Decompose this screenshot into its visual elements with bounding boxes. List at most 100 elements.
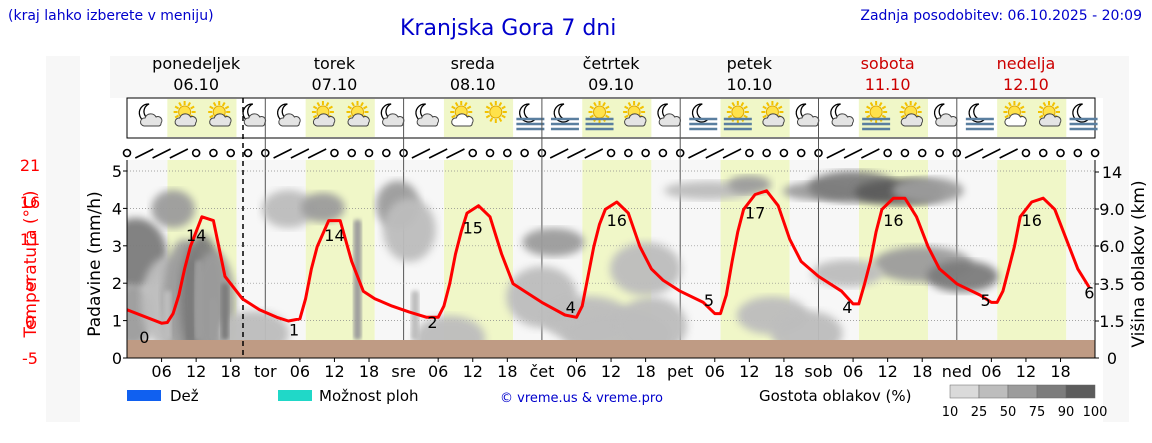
precip-tick-label: 4 <box>112 199 122 218</box>
wind-barb-icon <box>549 148 569 159</box>
x-hour-label: 18 <box>774 362 794 381</box>
location-hint: (kraj lahko izberete v meniju) <box>8 8 214 24</box>
sun-ray <box>731 101 736 107</box>
sun-ray <box>913 101 918 107</box>
density-tick-label: 25 <box>971 405 988 420</box>
x-day-label: tor <box>254 362 277 381</box>
wind-calm-icon <box>122 148 132 158</box>
moon-cloud-icon <box>795 103 820 127</box>
temperature-label: 14 <box>186 226 206 245</box>
wind-calm-icon <box>1073 148 1083 158</box>
precip-tick-label: 1 <box>112 312 122 331</box>
rain-legend-swatch <box>127 390 161 401</box>
wind-calm-icon <box>779 148 789 158</box>
cloud-shape <box>347 113 370 127</box>
sun-ray <box>1008 101 1012 107</box>
sun-ray <box>1042 101 1047 107</box>
temperature-label: 2 <box>427 313 437 332</box>
wind-calm-icon <box>796 148 806 158</box>
precip-axis-label: Padavine (mm/h) <box>85 191 105 336</box>
sun-cloud-icon <box>208 101 232 127</box>
density-legend: 10 25 50 75 90 100 <box>942 384 1108 420</box>
cloud-blob <box>892 177 964 204</box>
sun-ray <box>727 114 733 119</box>
cloud-blob <box>926 260 999 293</box>
cloud-shape <box>278 113 301 127</box>
sun-ray <box>743 114 748 119</box>
wind-calm-icon <box>243 148 253 158</box>
sun-ray <box>363 105 368 110</box>
wind-calm-icon <box>658 148 668 158</box>
x-hour-label: 18 <box>1050 362 1070 381</box>
sun-ray <box>624 114 629 119</box>
x-hour-label: 06 <box>843 362 863 381</box>
x-hour-label: 12 <box>324 362 344 381</box>
wind-calm-icon <box>641 148 650 158</box>
sun-ray <box>605 105 610 110</box>
temperature-label: 4 <box>842 298 852 317</box>
sun-ray <box>762 114 767 119</box>
density-swatch <box>1036 384 1067 399</box>
wind-calm-icon <box>900 148 910 158</box>
precip-tick-label: 2 <box>112 274 122 293</box>
wind-calm-icon <box>935 148 944 158</box>
density-legend-title: Gostota oblakov (%) <box>759 387 912 405</box>
sun-ray <box>360 101 364 107</box>
sun-small-cloud-icon <box>1003 101 1027 127</box>
sun-ray <box>174 105 180 110</box>
temperature-labels: 0 14 1 14 2 15 4 16 5 17 4 16 5 16 6 <box>139 204 1094 347</box>
storm-legend-label: Možnost ploh <box>319 387 419 405</box>
cloud-shape <box>416 113 439 127</box>
day-date: 06.10 <box>173 75 219 94</box>
cloud-height-tick-label: 3.5 <box>1099 275 1124 294</box>
sun-ray <box>881 114 887 119</box>
wind-calm-icon <box>503 148 512 158</box>
x-hour-label: 18 <box>221 362 241 381</box>
temperature-label: 16 <box>883 211 903 230</box>
sun-ray <box>589 114 594 119</box>
cloud-height-tick-label: 14 <box>1102 163 1122 182</box>
sun-ray <box>463 101 468 107</box>
x-day-label: čet <box>529 362 554 381</box>
precip-column <box>163 290 172 340</box>
wind-barb-icon <box>584 148 604 159</box>
wind-calm-icon <box>917 148 927 158</box>
sun-ray <box>489 101 494 107</box>
wind-calm-icon <box>191 148 201 158</box>
daylight-band <box>997 160 1067 358</box>
sun-ray <box>328 105 333 110</box>
sun-ray <box>866 114 871 119</box>
temperature-tick-label: 0 <box>25 312 35 331</box>
sun-ray <box>501 105 506 110</box>
sun-ray <box>451 114 456 119</box>
cloud-height-tick-label: 9.0 <box>1099 200 1124 219</box>
precip-column <box>195 260 204 340</box>
sun-ray <box>224 105 230 110</box>
wind-barb-icon <box>152 148 171 159</box>
sun-ray <box>866 105 871 110</box>
wind-barb-icon <box>722 148 742 159</box>
cloud-blob <box>151 189 195 229</box>
wind-barb-icon <box>567 148 586 159</box>
x-hour-label: 12 <box>463 362 483 381</box>
day-date: 09.10 <box>588 75 634 94</box>
x-hour-label: 12 <box>601 362 621 381</box>
density-tick-label: 75 <box>1029 405 1046 420</box>
wind-calm-icon <box>1056 148 1065 158</box>
day-name: petek <box>727 54 773 73</box>
sun-ray <box>466 105 472 110</box>
density-tick-label: 100 <box>1083 405 1108 420</box>
sun-ray <box>881 105 887 110</box>
moon-fog-icon <box>516 103 545 131</box>
night-band <box>1066 160 1096 358</box>
cloud-blob <box>414 315 486 340</box>
sun-ray <box>762 105 767 110</box>
sun-ray <box>743 105 748 110</box>
cloud-shape <box>174 113 197 127</box>
wind-barb-icon <box>999 148 1019 159</box>
cloud-blob <box>615 296 688 340</box>
cloud-shape <box>831 113 854 127</box>
temperature-tick-label: 21 <box>20 156 40 175</box>
sun-ray <box>312 105 318 110</box>
